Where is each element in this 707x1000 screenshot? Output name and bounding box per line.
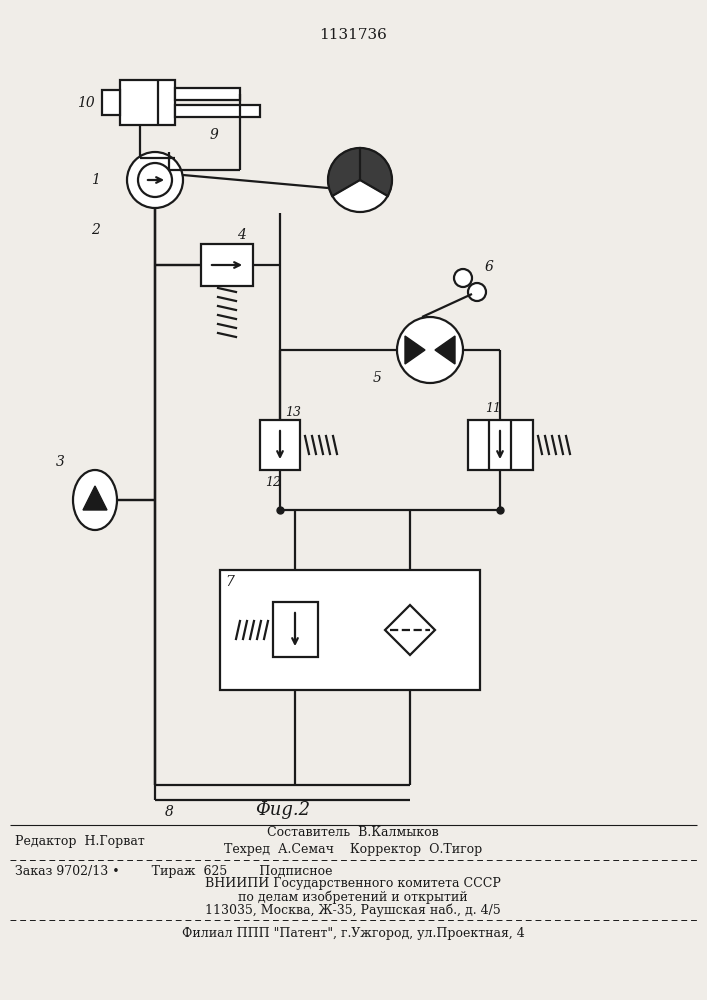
Circle shape	[454, 269, 472, 287]
Text: ВНИИПИ Государственного комитета СССР: ВНИИПИ Государственного комитета СССР	[205, 878, 501, 890]
Text: Φug.2: Φug.2	[255, 801, 310, 819]
Polygon shape	[83, 486, 107, 510]
Text: 1131736: 1131736	[319, 28, 387, 42]
Text: по делам изобретений и открытий: по делам изобретений и открытий	[238, 890, 468, 904]
Circle shape	[397, 317, 463, 383]
Text: 6: 6	[485, 260, 494, 274]
Text: 4: 4	[237, 228, 246, 242]
Text: 113035, Москва, Ж-35, Раушская наб., д. 4/5: 113035, Москва, Ж-35, Раушская наб., д. …	[205, 903, 501, 917]
Text: 12: 12	[265, 476, 281, 488]
Polygon shape	[385, 605, 435, 655]
Circle shape	[138, 163, 172, 197]
Polygon shape	[360, 148, 392, 196]
Text: Редактор  Н.Горват: Редактор Н.Горват	[15, 836, 145, 848]
Bar	[260, 420, 300, 470]
Text: Филиал ППП "Патент", г.Ужгород, ул.Проектная, 4: Филиал ППП "Патент", г.Ужгород, ул.Проек…	[182, 928, 525, 940]
Circle shape	[328, 148, 392, 212]
Text: 7: 7	[225, 575, 234, 589]
Circle shape	[468, 283, 486, 301]
Text: 2: 2	[91, 223, 100, 237]
Text: Техред  А.Семач    Корректор  О.Тигор: Техред А.Семач Корректор О.Тигор	[224, 844, 482, 856]
Text: 9: 9	[210, 128, 219, 142]
Bar	[120, 80, 175, 125]
Text: Заказ 9702/13 •        Тираж  625        Подписное: Заказ 9702/13 • Тираж 625 Подписное	[15, 865, 332, 879]
Text: 3: 3	[56, 455, 65, 469]
Bar	[273, 602, 318, 657]
Bar	[201, 244, 253, 286]
Text: 8: 8	[165, 805, 174, 819]
Bar	[468, 420, 533, 470]
Text: 10: 10	[77, 96, 95, 110]
Bar	[102, 90, 120, 115]
Circle shape	[127, 152, 183, 208]
Text: 1: 1	[91, 173, 100, 187]
Polygon shape	[435, 336, 455, 364]
Bar	[175, 105, 260, 117]
Bar	[220, 570, 480, 690]
Text: Составитель  В.Калмыков: Составитель В.Калмыков	[267, 826, 439, 840]
Ellipse shape	[73, 470, 117, 530]
Text: 5: 5	[373, 371, 382, 385]
Polygon shape	[328, 148, 360, 196]
Text: 13: 13	[285, 406, 301, 418]
Text: 11: 11	[485, 401, 501, 414]
Polygon shape	[405, 336, 425, 364]
Bar	[175, 88, 240, 100]
